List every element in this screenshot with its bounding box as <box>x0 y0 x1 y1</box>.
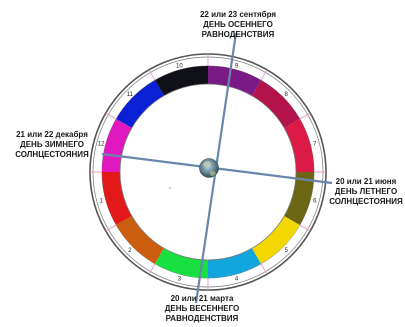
winter-solstice-date: 21 или 22 декабря <box>16 130 88 139</box>
segment-9 <box>208 66 261 96</box>
earth-globe-icon <box>199 158 219 178</box>
segment-divider <box>299 112 311 120</box>
segment-number-6: 6 <box>313 199 317 205</box>
segment-6 <box>284 172 314 225</box>
summer-solstice-label: 20 или 21 июня ДЕНЬ ЛЕТНЕГО СОЛНЦЕСТОЯНИ… <box>328 177 404 207</box>
segment-dividers <box>90 54 326 290</box>
segment-2 <box>116 216 164 264</box>
summer-solstice-title: ДЕНЬ ЛЕТНЕГО <box>334 187 398 196</box>
segment-divider <box>105 224 117 232</box>
autumn-equinox-subtitle: РАВНОДЕНСТВИЯ <box>201 30 275 39</box>
autumn-equinox-title: ДЕНЬ ОСЕННЕГО <box>203 20 273 29</box>
spring-equinox-title: ДЕНЬ ВЕСЕННЕГО <box>164 304 240 313</box>
segment-number-1: 1 <box>100 199 104 205</box>
autumn-equinox-date: 22 или 23 сентября <box>199 10 277 19</box>
segment-number-2: 2 <box>128 248 132 254</box>
segment-4 <box>208 248 261 278</box>
segment-number-3: 3 <box>178 277 182 283</box>
spring-equinox-subtitle: РАВНОДЕНСТВИЯ <box>165 314 239 323</box>
summer-solstice-subtitle: СОЛНЦЕСТОЯНИЯ <box>329 197 403 206</box>
segment-divider <box>105 112 117 120</box>
segment-number-12: 12 <box>98 141 105 147</box>
segment-number-11: 11 <box>127 92 134 98</box>
winter-solstice-label: 21 или 22 декабря ДЕНЬ ЗИМНЕГО СОЛНЦЕСТО… <box>2 130 102 160</box>
segment-divider <box>148 263 156 275</box>
segment-divider <box>260 69 268 81</box>
spring-equinox-date: 20 или 21 марта <box>170 294 234 303</box>
segment-divider <box>299 224 311 232</box>
color-ring <box>102 66 314 278</box>
segment-number-10: 10 <box>176 63 183 69</box>
segment-number-5: 5 <box>284 248 288 254</box>
segment-8 <box>252 80 300 128</box>
segment-divider <box>260 263 268 275</box>
segment-number-9: 9 <box>235 63 239 69</box>
autumn-equinox-label: 22 или 23 сентября ДЕНЬ ОСЕННЕГО РАВНОДЕ… <box>182 10 294 40</box>
segment-number-4: 4 <box>235 277 239 283</box>
segment-1 <box>102 172 132 225</box>
segment-divider <box>148 69 156 81</box>
segment-number-7: 7 <box>313 141 317 147</box>
segment-12 <box>102 119 132 172</box>
segment-3 <box>155 248 208 278</box>
center-dot <box>169 187 171 189</box>
segment-7 <box>284 119 314 172</box>
segment-10 <box>155 66 208 96</box>
winter-solstice-title: ДЕНЬ ЗИМНЕГО <box>20 140 84 149</box>
summer-solstice-date: 20 или 21 июня <box>335 177 397 186</box>
segment-number-8: 8 <box>284 92 288 98</box>
segment-11 <box>116 80 164 128</box>
winter-solstice-subtitle: СОЛНЦЕСТОЯНИЯ <box>15 150 89 159</box>
segment-5 <box>252 216 300 264</box>
spring-equinox-label: 20 или 21 марта ДЕНЬ ВЕСЕННЕГО РАВНОДЕНС… <box>150 294 254 324</box>
